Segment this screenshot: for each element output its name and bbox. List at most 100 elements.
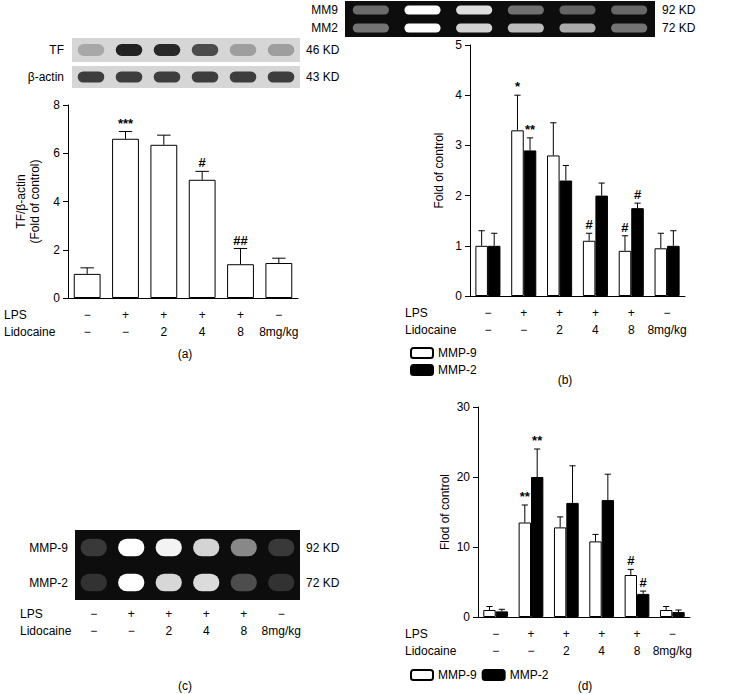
svg-text:2: 2 xyxy=(53,243,60,257)
svg-text:+: + xyxy=(633,627,640,641)
svg-text:MMP-2: MMP-2 xyxy=(438,363,477,377)
svg-text:−: − xyxy=(492,627,499,641)
svg-text:3: 3 xyxy=(455,138,462,152)
svg-text:#: # xyxy=(621,220,629,235)
svg-text:2: 2 xyxy=(563,644,570,658)
svg-text:0: 0 xyxy=(53,291,60,305)
svg-text:2: 2 xyxy=(160,325,167,339)
svg-text:−: − xyxy=(669,627,676,641)
svg-text:(b): (b) xyxy=(558,373,573,387)
svg-text:−: − xyxy=(278,607,285,621)
svg-text:+: + xyxy=(199,308,206,322)
svg-text:−: − xyxy=(484,323,491,337)
svg-text:30: 30 xyxy=(457,400,471,414)
svg-text:(c): (c) xyxy=(178,679,192,693)
svg-text:1: 1 xyxy=(455,239,462,253)
svg-text:*: * xyxy=(515,79,521,94)
svg-text:+: + xyxy=(527,627,534,641)
svg-text:92 KD: 92 KD xyxy=(306,541,340,555)
svg-text:β-actin: β-actin xyxy=(28,70,64,84)
svg-text:4: 4 xyxy=(199,325,206,339)
svg-text:LPS: LPS xyxy=(4,308,27,322)
svg-text:20: 20 xyxy=(457,470,471,484)
svg-text:6: 6 xyxy=(53,146,60,160)
svg-text:46 KD: 46 KD xyxy=(306,43,340,57)
svg-text:MMP-2: MMP-2 xyxy=(29,576,68,590)
svg-text:−: − xyxy=(527,644,534,658)
svg-text:4: 4 xyxy=(598,644,605,658)
svg-text:+: + xyxy=(122,308,129,322)
svg-text:Lidocaine: Lidocaine xyxy=(405,323,457,337)
svg-text:8mg/kg: 8mg/kg xyxy=(262,624,301,638)
svg-text:#: # xyxy=(640,575,648,590)
svg-text:−: − xyxy=(128,624,135,638)
svg-text:8: 8 xyxy=(634,644,641,658)
svg-text:Lidocaine: Lidocaine xyxy=(4,325,56,339)
svg-text:**: ** xyxy=(532,433,543,448)
svg-text:TF/β-actin: TF/β-actin xyxy=(14,174,28,228)
svg-text:0: 0 xyxy=(455,289,462,303)
svg-text:MM9: MM9 xyxy=(311,3,338,17)
svg-text:4: 4 xyxy=(53,195,60,209)
svg-text:72 KD: 72 KD xyxy=(662,21,696,35)
svg-text:MMP-9: MMP-9 xyxy=(438,346,477,360)
svg-text:−: − xyxy=(122,325,129,339)
svg-text:Lidocaine: Lidocaine xyxy=(405,644,457,658)
svg-text:+: + xyxy=(237,308,244,322)
svg-text:8mg/kg: 8mg/kg xyxy=(647,323,686,337)
svg-text:TF: TF xyxy=(49,43,64,57)
svg-text:−: − xyxy=(90,624,97,638)
svg-text:8: 8 xyxy=(237,325,244,339)
svg-text:MMP-9: MMP-9 xyxy=(29,541,68,555)
svg-text:LPS: LPS xyxy=(405,306,428,320)
svg-text:+: + xyxy=(628,306,635,320)
svg-text:4: 4 xyxy=(203,624,210,638)
svg-text:10: 10 xyxy=(457,540,471,554)
svg-text:+: + xyxy=(556,306,563,320)
svg-text:#: # xyxy=(627,553,635,568)
svg-text:MMP-9: MMP-9 xyxy=(438,668,477,682)
svg-text:0: 0 xyxy=(463,610,470,624)
svg-text:8: 8 xyxy=(240,624,247,638)
svg-text:Fold of control: Fold of control xyxy=(432,132,446,208)
svg-text:+: + xyxy=(520,306,527,320)
svg-text:−: − xyxy=(520,323,527,337)
svg-text:−: − xyxy=(84,308,91,322)
svg-text:Lidocaine: Lidocaine xyxy=(20,624,72,638)
svg-text:(d): (d) xyxy=(578,679,593,693)
svg-text:2: 2 xyxy=(556,323,563,337)
svg-text:8: 8 xyxy=(628,323,635,337)
svg-text:2: 2 xyxy=(455,189,462,203)
svg-text:+: + xyxy=(160,308,167,322)
svg-text:4: 4 xyxy=(455,88,462,102)
svg-text:#: # xyxy=(634,187,642,202)
svg-text:2: 2 xyxy=(165,624,172,638)
svg-text:+: + xyxy=(592,306,599,320)
svg-text:−: − xyxy=(492,644,499,658)
svg-text:#: # xyxy=(199,155,207,170)
svg-text:+: + xyxy=(563,627,570,641)
svg-text:**: ** xyxy=(520,489,531,504)
svg-text:+: + xyxy=(240,607,247,621)
svg-text:(a): (a) xyxy=(178,347,193,361)
svg-text:LPS: LPS xyxy=(20,607,43,621)
svg-text:MM2: MM2 xyxy=(311,21,338,35)
svg-text:**: ** xyxy=(525,122,536,137)
svg-text:92 KD: 92 KD xyxy=(662,3,696,17)
svg-text:8mg/kg: 8mg/kg xyxy=(653,644,692,658)
svg-text:+: + xyxy=(203,607,210,621)
svg-text:−: − xyxy=(90,607,97,621)
svg-text:(Fold of control): (Fold of control) xyxy=(28,159,42,243)
svg-text:−: − xyxy=(84,325,91,339)
svg-text:#: # xyxy=(586,217,594,232)
svg-text:72 KD: 72 KD xyxy=(306,576,340,590)
svg-text:##: ## xyxy=(233,233,248,248)
svg-text:5: 5 xyxy=(455,38,462,52)
svg-text:4: 4 xyxy=(592,323,599,337)
svg-text:43 KD: 43 KD xyxy=(306,70,340,84)
svg-text:−: − xyxy=(275,308,282,322)
svg-text:−: − xyxy=(484,306,491,320)
svg-text:LPS: LPS xyxy=(405,627,428,641)
svg-text:+: + xyxy=(165,607,172,621)
svg-text:MMP-2: MMP-2 xyxy=(510,668,549,682)
